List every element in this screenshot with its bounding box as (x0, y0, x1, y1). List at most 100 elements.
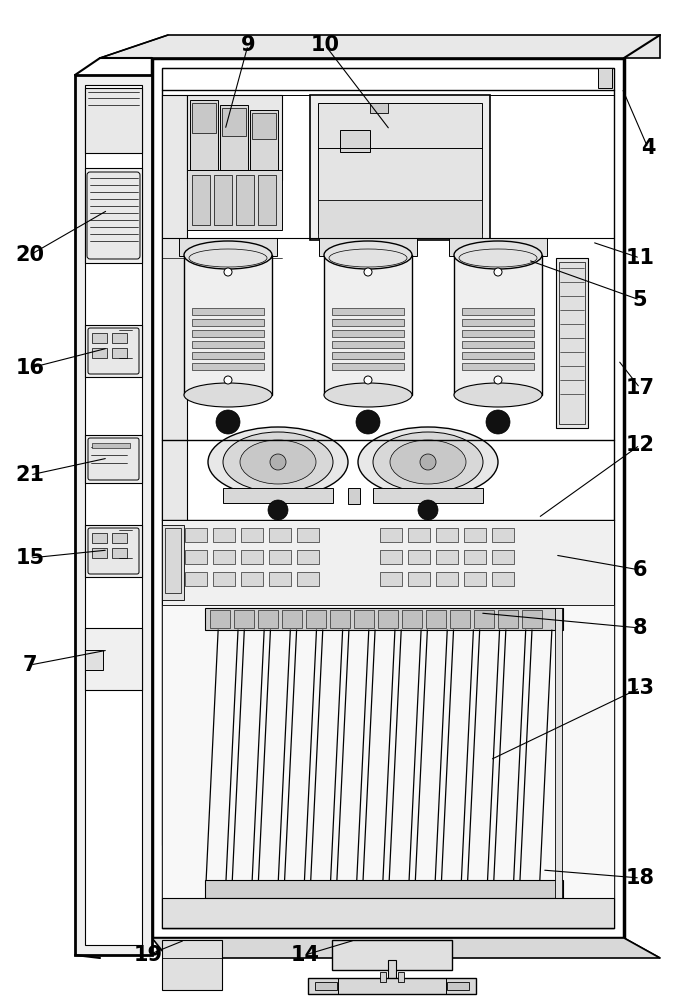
Bar (297, 572, 319, 586)
Bar (308, 978, 476, 994)
Bar (332, 341, 404, 348)
Text: 16: 16 (16, 358, 44, 378)
Bar (269, 572, 291, 586)
Circle shape (486, 410, 510, 434)
Bar (185, 528, 207, 542)
Bar (454, 255, 542, 395)
Bar (462, 330, 534, 337)
Bar (220, 105, 248, 170)
Bar (332, 319, 404, 326)
Bar (380, 550, 402, 564)
Bar (492, 550, 514, 564)
Circle shape (224, 376, 232, 384)
Bar (318, 103, 482, 233)
Bar (152, 58, 624, 938)
Circle shape (420, 454, 436, 470)
Bar (332, 352, 404, 359)
Bar (332, 330, 404, 337)
Bar (464, 572, 486, 586)
Circle shape (216, 410, 240, 434)
Bar (213, 550, 235, 564)
Bar (269, 550, 291, 564)
Bar (380, 572, 402, 586)
Bar (388, 960, 396, 982)
Text: 7: 7 (23, 655, 38, 675)
Bar (192, 175, 210, 225)
Bar (380, 972, 386, 982)
Bar (402, 610, 422, 628)
Bar (241, 550, 263, 564)
Text: 9: 9 (241, 35, 255, 55)
Bar (258, 610, 278, 628)
Polygon shape (100, 35, 660, 58)
Bar (436, 528, 458, 542)
Bar (165, 528, 181, 593)
Bar (192, 319, 264, 326)
Bar (192, 341, 264, 348)
Bar (234, 610, 254, 628)
Bar (598, 68, 612, 88)
Bar (192, 363, 264, 370)
Bar (269, 528, 291, 542)
Bar (340, 130, 370, 152)
Bar (85, 525, 142, 577)
Bar (449, 238, 547, 256)
Bar (162, 95, 187, 845)
Bar (236, 175, 254, 225)
Bar (184, 255, 272, 395)
Bar (187, 170, 282, 230)
Circle shape (364, 268, 372, 276)
Bar (462, 308, 534, 315)
Bar (297, 528, 319, 542)
Bar (92, 333, 107, 343)
FancyBboxPatch shape (88, 528, 139, 574)
Bar (85, 325, 142, 377)
Bar (258, 175, 276, 225)
Text: 10: 10 (310, 35, 340, 55)
Bar (492, 572, 514, 586)
Ellipse shape (223, 432, 333, 492)
Bar (85, 88, 142, 153)
Text: 17: 17 (625, 378, 655, 398)
Bar (332, 308, 404, 315)
Bar (205, 608, 563, 630)
FancyBboxPatch shape (87, 172, 140, 259)
Bar (436, 572, 458, 586)
Bar (112, 548, 127, 558)
Text: 13: 13 (625, 678, 655, 698)
Bar (306, 610, 326, 628)
Text: 4: 4 (641, 138, 655, 158)
Bar (214, 175, 232, 225)
Bar (185, 572, 207, 586)
Bar (112, 348, 127, 358)
FancyBboxPatch shape (88, 438, 139, 480)
Bar (462, 363, 534, 370)
Bar (398, 972, 404, 982)
Bar (92, 348, 107, 358)
Bar (250, 110, 278, 170)
Ellipse shape (390, 440, 466, 484)
Bar (75, 75, 152, 955)
Bar (162, 525, 184, 600)
Bar (190, 100, 218, 170)
Circle shape (364, 376, 372, 384)
Bar (223, 488, 333, 503)
Text: 5: 5 (633, 290, 647, 310)
FancyBboxPatch shape (88, 328, 139, 374)
Bar (310, 95, 490, 240)
Text: 20: 20 (16, 245, 44, 265)
Ellipse shape (324, 241, 412, 269)
Bar (332, 363, 404, 370)
Bar (162, 940, 222, 990)
Bar (332, 940, 452, 970)
Bar (348, 488, 360, 504)
Bar (373, 488, 483, 503)
Bar (92, 533, 107, 543)
Bar (492, 528, 514, 542)
Bar (222, 108, 246, 136)
Ellipse shape (454, 383, 542, 407)
Text: 18: 18 (625, 868, 655, 888)
Bar (85, 85, 142, 945)
Bar (408, 572, 430, 586)
Ellipse shape (358, 427, 498, 497)
